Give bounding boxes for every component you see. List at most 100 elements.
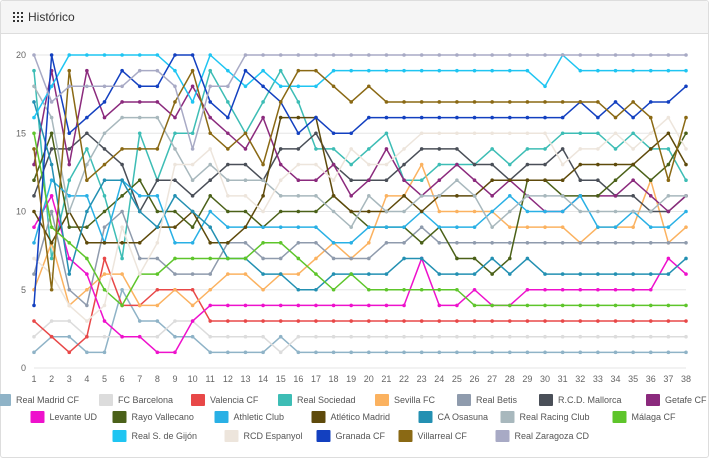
data-point <box>261 194 265 198</box>
data-point <box>613 147 618 151</box>
data-point <box>278 100 283 104</box>
data-point <box>137 53 142 57</box>
x-tick-label: 8 <box>155 374 160 384</box>
data-point <box>578 100 583 104</box>
data-point <box>631 319 635 323</box>
data-point <box>67 194 72 198</box>
legend-label: Rayo Vallecano <box>132 412 194 422</box>
data-point <box>437 334 442 339</box>
series-line <box>33 163 687 307</box>
data-point <box>208 115 213 120</box>
data-point <box>437 178 442 182</box>
data-point <box>472 209 477 214</box>
data-point <box>155 225 160 229</box>
data-point <box>631 100 635 104</box>
data-point <box>278 350 283 355</box>
data-point <box>278 84 283 89</box>
data-point <box>331 272 336 276</box>
data-point <box>155 334 160 339</box>
data-point <box>367 334 371 339</box>
data-point <box>32 178 36 182</box>
data-point <box>155 241 160 245</box>
data-point <box>208 53 213 57</box>
data-point <box>49 178 54 182</box>
y-tick-label: 0 <box>21 363 26 373</box>
data-point <box>666 178 671 182</box>
data-point <box>437 319 442 323</box>
data-point <box>296 225 301 229</box>
data-point <box>32 225 36 229</box>
data-point <box>102 272 107 276</box>
data-point <box>314 209 318 214</box>
data-point <box>684 162 688 167</box>
data-point <box>137 68 142 73</box>
data-point <box>543 287 547 292</box>
data-point <box>455 194 459 198</box>
data-point <box>67 334 72 339</box>
data-point <box>455 225 459 229</box>
data-point <box>49 100 54 104</box>
data-point <box>314 350 318 355</box>
data-point <box>507 100 512 104</box>
data-point <box>525 209 530 214</box>
legend-label: Real S. de Gijón <box>132 431 198 441</box>
data-point <box>349 53 353 57</box>
data-point <box>525 241 530 245</box>
data-point <box>507 272 512 276</box>
data-point <box>314 319 318 323</box>
data-point <box>631 350 635 355</box>
data-point <box>419 147 424 151</box>
data-point <box>455 53 459 57</box>
data-point <box>226 350 230 355</box>
data-point <box>278 209 283 214</box>
data-point <box>208 147 213 151</box>
data-point <box>32 241 36 245</box>
data-point <box>314 131 318 136</box>
data-point <box>243 147 248 151</box>
data-point <box>684 334 688 339</box>
data-point <box>49 334 54 339</box>
data-point <box>49 162 54 167</box>
data-point <box>67 287 72 292</box>
data-point <box>331 68 336 73</box>
legend-swatch <box>0 394 11 406</box>
data-point <box>437 209 442 214</box>
data-point <box>120 256 124 261</box>
data-point <box>384 100 389 104</box>
data-point <box>49 131 54 136</box>
data-point <box>314 178 318 182</box>
data-point <box>384 334 389 339</box>
data-point <box>137 131 142 136</box>
data-point <box>402 147 406 151</box>
data-point <box>67 68 72 73</box>
data-point <box>490 162 494 167</box>
data-point <box>402 350 406 355</box>
data-point <box>507 256 512 261</box>
data-point <box>190 241 195 245</box>
data-point <box>437 162 442 167</box>
data-point <box>137 334 142 339</box>
data-point <box>331 162 336 167</box>
data-point <box>560 287 565 292</box>
data-point <box>543 100 547 104</box>
data-point <box>631 194 635 198</box>
data-point <box>261 209 265 214</box>
data-point <box>490 319 494 323</box>
data-point <box>525 53 530 57</box>
data-point <box>173 68 177 73</box>
data-point <box>666 53 671 57</box>
data-point <box>490 334 494 339</box>
data-point <box>296 178 301 182</box>
data-point <box>102 241 107 245</box>
x-tick-label: 21 <box>381 374 391 384</box>
data-point <box>455 272 459 276</box>
data-point <box>648 334 653 339</box>
data-point <box>349 147 353 151</box>
data-point <box>208 225 213 229</box>
data-point <box>349 350 353 355</box>
data-point <box>190 209 195 214</box>
data-point <box>85 287 89 292</box>
data-point <box>226 178 230 182</box>
legend-swatch <box>311 411 326 423</box>
data-point <box>367 68 371 73</box>
